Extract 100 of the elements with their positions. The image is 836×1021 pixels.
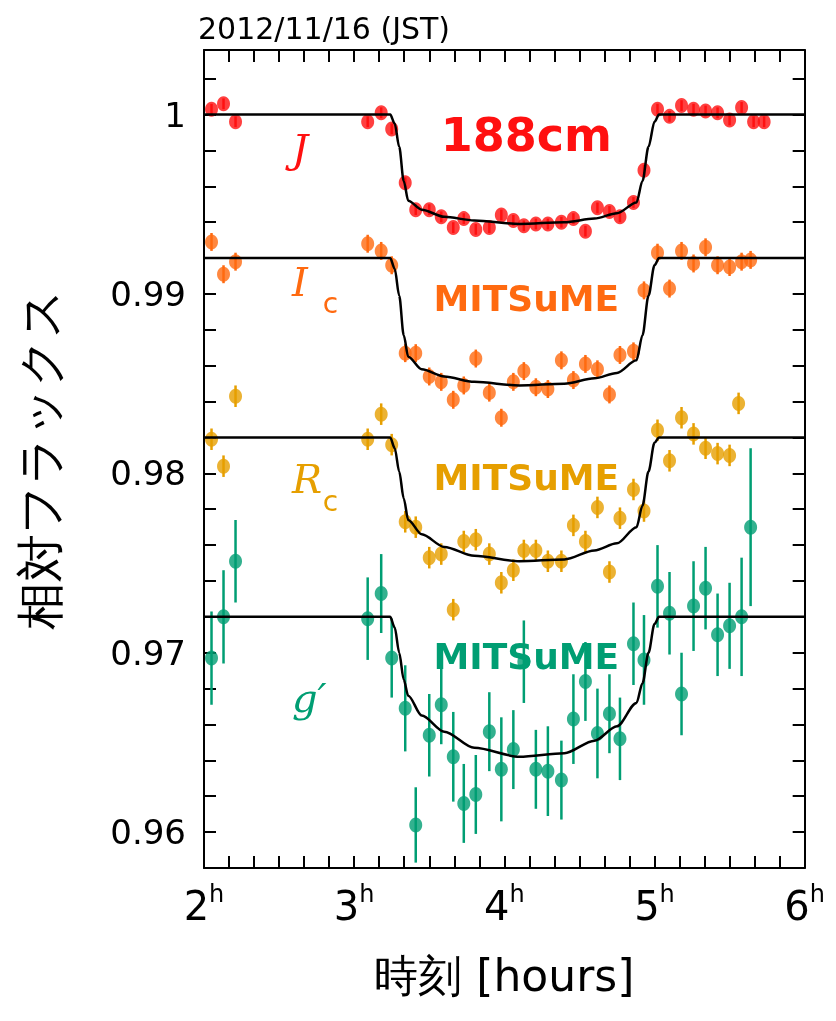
point	[699, 580, 713, 596]
point	[723, 259, 737, 275]
point	[578, 534, 592, 550]
point	[361, 114, 375, 130]
point	[482, 724, 496, 740]
point	[446, 602, 460, 618]
point	[613, 510, 627, 526]
point	[651, 245, 665, 261]
annotation: MITSuME	[433, 456, 620, 498]
point	[723, 447, 737, 463]
point	[494, 761, 508, 777]
point	[517, 363, 531, 379]
point	[675, 410, 689, 426]
point	[529, 542, 543, 558]
series-label: J	[285, 126, 310, 173]
point	[757, 114, 771, 130]
point	[578, 673, 592, 689]
point	[229, 388, 243, 404]
point	[637, 282, 651, 298]
point	[469, 532, 483, 548]
point	[675, 686, 689, 702]
point	[626, 482, 640, 497]
point	[602, 564, 616, 580]
point	[494, 410, 508, 426]
point	[626, 636, 640, 652]
point	[434, 697, 448, 713]
point	[229, 114, 243, 130]
point	[409, 345, 423, 361]
point	[744, 519, 758, 535]
point	[732, 395, 746, 411]
point	[374, 586, 388, 602]
point	[651, 422, 665, 438]
y-tick-label: 1	[164, 94, 186, 135]
point	[566, 711, 580, 727]
point	[711, 257, 725, 273]
point	[675, 243, 689, 259]
point	[217, 96, 231, 112]
point	[469, 351, 483, 367]
point	[602, 386, 616, 402]
point	[613, 731, 627, 747]
y-tick-label: 0.98	[110, 453, 186, 494]
point	[374, 243, 388, 259]
point	[374, 406, 388, 422]
point	[517, 542, 531, 558]
point	[469, 786, 483, 802]
point	[590, 499, 604, 515]
point	[446, 392, 460, 408]
point	[675, 98, 689, 114]
point	[735, 99, 749, 115]
point	[541, 763, 555, 779]
point	[529, 761, 543, 777]
chart-title: 2012/11/16 (JST)	[198, 10, 451, 46]
point	[506, 742, 520, 758]
point	[494, 575, 508, 591]
point	[699, 440, 713, 456]
point	[446, 749, 460, 765]
point	[711, 446, 725, 462]
point	[205, 234, 219, 250]
y-tick-label: 0.96	[110, 812, 186, 853]
point	[446, 220, 460, 236]
point	[651, 578, 665, 594]
point	[711, 627, 725, 643]
point	[578, 223, 592, 239]
point	[422, 727, 436, 743]
point	[613, 347, 627, 363]
point	[361, 236, 375, 252]
point	[482, 385, 496, 401]
point	[457, 795, 471, 811]
point	[469, 221, 483, 237]
point	[663, 281, 677, 297]
point	[457, 534, 471, 550]
point	[398, 700, 412, 716]
point	[699, 239, 713, 255]
point	[554, 772, 568, 788]
point	[217, 266, 231, 282]
point	[409, 817, 423, 833]
point	[494, 207, 508, 223]
point	[422, 550, 436, 566]
point	[590, 200, 604, 216]
point	[385, 650, 399, 666]
y-axis-title: 相対フラックス	[12, 288, 68, 630]
point	[229, 553, 243, 569]
annotation: MITSuME	[433, 277, 620, 319]
point	[434, 546, 448, 562]
point	[663, 453, 677, 469]
point	[554, 352, 568, 368]
point	[723, 618, 737, 634]
point	[602, 706, 616, 722]
point	[590, 361, 604, 377]
annotation: 188cm	[440, 107, 612, 162]
point	[506, 562, 520, 578]
series-label: g′	[292, 675, 327, 722]
point	[566, 517, 580, 533]
x-axis-title: 時刻 [hours]	[374, 949, 635, 1001]
point	[205, 650, 219, 666]
point	[687, 598, 701, 614]
point	[578, 356, 592, 372]
y-tick-label: 0.99	[110, 273, 186, 314]
point	[217, 458, 231, 474]
y-tick-label: 0.97	[110, 632, 186, 673]
